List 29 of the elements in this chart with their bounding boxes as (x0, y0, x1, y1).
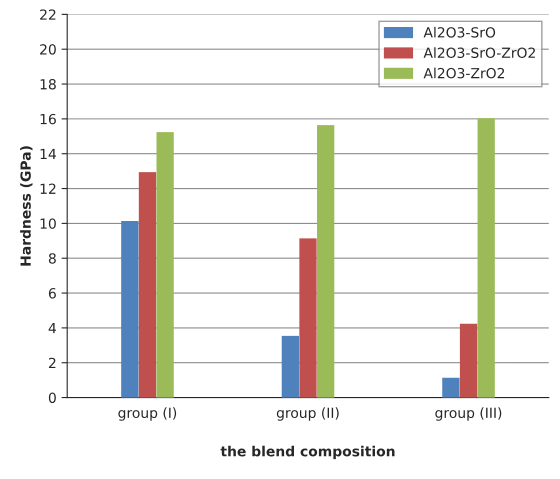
y-tick-label: 16 (40, 114, 56, 124)
legend-label: Al2O3-SrO-ZrO2 (424, 47, 535, 58)
legend-label: Al2O3-SrO (424, 26, 496, 38)
y-tick-label: 12 (40, 184, 56, 194)
x-tick-label: group (II) (276, 407, 339, 421)
bar (317, 125, 334, 398)
y-axis-title: Hardness (GPa) (20, 146, 32, 266)
y-tick-label: 2 (48, 358, 56, 368)
x-tick-label: group (III) (435, 407, 502, 421)
bar (442, 378, 460, 398)
bar (299, 238, 317, 398)
y-tick-label: 0 (48, 392, 56, 404)
y-tick-label: 18 (40, 79, 56, 90)
bar (138, 172, 156, 398)
y-tick-label: 10 (40, 218, 56, 229)
x-tick-label: group (I) (118, 407, 176, 421)
bar (460, 324, 478, 398)
y-tick-label: 8 (48, 253, 56, 264)
x-axis-title: the blend composition (220, 446, 394, 460)
y-tick-label: 22 (40, 9, 56, 20)
bar (156, 132, 174, 398)
y-tick-label: 6 (48, 288, 56, 299)
y-tick-label: 20 (40, 44, 56, 55)
y-tick-label: 4 (48, 323, 56, 334)
legend-label: Al2O3-ZrO2 (424, 68, 504, 78)
bar (282, 336, 299, 398)
bar (121, 220, 138, 398)
y-tick-label: 14 (40, 148, 56, 159)
bar (478, 118, 495, 398)
